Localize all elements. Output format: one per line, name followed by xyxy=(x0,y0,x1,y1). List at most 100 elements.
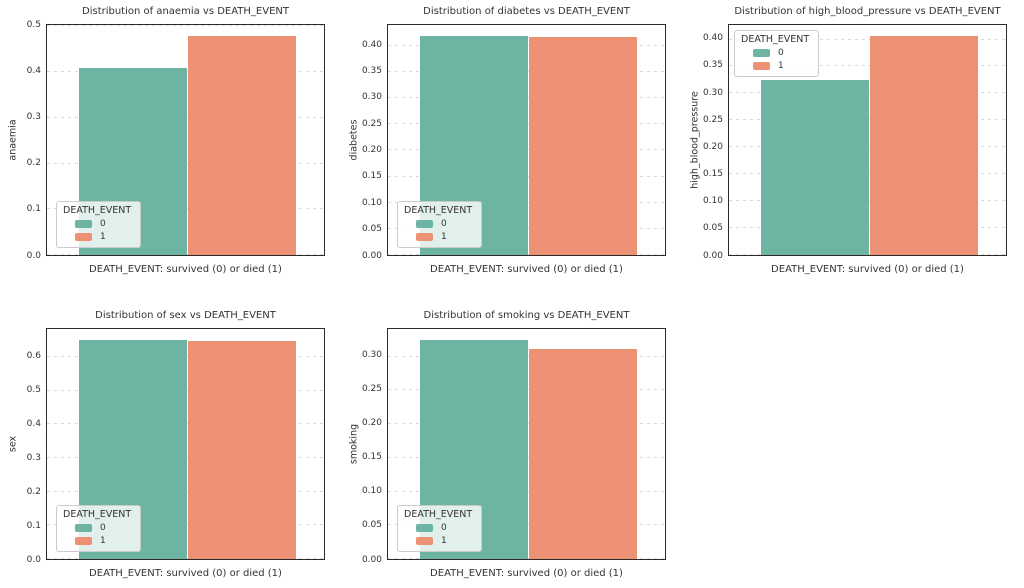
y-tick-label: 0.05 xyxy=(361,520,382,531)
y-axis-label: smoking xyxy=(347,328,361,560)
legend-label: 1 xyxy=(441,536,447,546)
legend-item: 0 xyxy=(416,219,472,229)
legend-swatch xyxy=(416,233,433,241)
y-tick-label: 0.15 xyxy=(702,169,723,179)
legend-label: 1 xyxy=(441,232,447,242)
y-tick-label: 0.30 xyxy=(361,350,382,361)
legend-title: DEATH_EVENT xyxy=(63,205,132,216)
chart-title: Distribution of high_blood_pressure vs D… xyxy=(734,6,1001,17)
y-axis-label-text: sex xyxy=(7,435,19,453)
legend-label: 0 xyxy=(441,523,447,533)
y-tick-label: 0.15 xyxy=(361,171,382,182)
legend-swatch xyxy=(75,537,92,545)
y-tick-label: 0.10 xyxy=(361,486,382,497)
gridline xyxy=(729,38,1006,40)
y-axis-ticks: 0.0 0.1 0.2 0.3 0.4 0.5 xyxy=(20,19,46,260)
legend-swatch xyxy=(416,524,433,532)
chart-panel-high-blood-pressure: Distribution of high_blood_pressure vs D… xyxy=(682,0,1023,294)
y-axis-label: diabetes xyxy=(347,24,361,256)
legend-label: 0 xyxy=(100,523,106,533)
legend-label: 0 xyxy=(441,219,447,229)
y-tick-label: 0.5 xyxy=(26,19,41,30)
y-tick-label: 0.6 xyxy=(26,350,41,361)
y-tick-label: 0.2 xyxy=(26,486,41,497)
chart-title: Distribution of anaemia vs DEATH_EVENT xyxy=(82,6,289,17)
y-tick-label: 0.35 xyxy=(361,65,382,76)
y-axis-label: anaemia xyxy=(6,24,20,256)
y-tick-label: 0.4 xyxy=(26,66,41,76)
legend-swatch xyxy=(416,537,433,545)
y-tick-label: 0.00 xyxy=(361,554,382,565)
x-axis-label: DEATH_EVENT: survived (0) or died (1) xyxy=(430,568,623,579)
y-tick-label: 0.20 xyxy=(361,418,382,429)
bar-death-event-1 xyxy=(188,35,297,255)
y-axis-label-text: smoking xyxy=(348,423,360,465)
y-tick-label: 0.20 xyxy=(702,141,723,152)
legend: DEATH_EVENT 0 1 xyxy=(56,505,142,552)
bar-death-event-1 xyxy=(529,37,638,255)
y-tick-label: 0.20 xyxy=(361,145,382,156)
chart-title: Distribution of smoking vs DEATH_EVENT xyxy=(423,310,630,321)
y-tick-label: 0.10 xyxy=(702,196,723,207)
chart-title: Distribution of sex vs DEATH_EVENT xyxy=(95,310,276,321)
legend-swatch xyxy=(75,524,92,532)
gridline xyxy=(47,25,324,27)
y-axis-label: high_blood_pressure xyxy=(688,24,702,256)
legend: DEATH_EVENT 0 1 xyxy=(56,201,142,248)
legend: DEATH_EVENT 0 1 xyxy=(397,201,483,248)
bar-death-event-1 xyxy=(529,348,638,559)
legend-title: DEATH_EVENT xyxy=(741,34,810,45)
legend-item: 1 xyxy=(416,232,472,242)
legend-item: 1 xyxy=(416,536,472,546)
y-tick-label: 0.05 xyxy=(361,224,382,235)
plot-area: DEATH_EVENT 0 1 xyxy=(46,328,325,560)
legend-item: 0 xyxy=(75,219,131,229)
y-tick-label: 0.35 xyxy=(702,60,723,71)
x-axis-label: DEATH_EVENT: survived (0) or died (1) xyxy=(89,568,282,579)
legend: DEATH_EVENT 0 1 xyxy=(734,30,820,77)
bar-death-event-1 xyxy=(188,341,297,559)
y-tick-label: 0.0 xyxy=(26,250,41,261)
y-tick-label: 0.25 xyxy=(361,118,382,129)
y-axis-label-text: anaemia xyxy=(7,119,19,161)
legend-item: 0 xyxy=(753,48,809,58)
legend-swatch xyxy=(753,62,770,70)
y-axis-ticks: 0.00 0.05 0.10 0.15 0.20 0.25 0.30 xyxy=(361,328,387,564)
y-tick-label: 0.0 xyxy=(26,554,41,565)
y-axis-ticks: 0.00 0.05 0.10 0.15 0.20 0.25 0.30 0.35 0.40 xyxy=(361,24,387,260)
bar-death-event-1 xyxy=(870,36,979,255)
legend-title: DEATH_EVENT xyxy=(63,509,132,520)
y-tick-label: 0.10 xyxy=(361,197,382,208)
y-tick-label: 0.05 xyxy=(702,223,723,234)
y-tick-label: 0.1 xyxy=(26,204,41,215)
empty-cell xyxy=(682,294,1023,588)
y-axis-label: sex xyxy=(6,328,20,560)
y-tick-label: 0.2 xyxy=(26,158,41,169)
x-axis-label: DEATH_EVENT: survived (0) or died (1) xyxy=(771,264,964,275)
plot-area: DEATH_EVENT 0 1 xyxy=(387,328,666,560)
y-tick-label: 0.00 xyxy=(702,250,723,261)
legend-title: DEATH_EVENT xyxy=(404,509,473,520)
legend-label: 0 xyxy=(100,219,106,229)
legend-item: 0 xyxy=(416,523,472,533)
y-tick-label: 0.00 xyxy=(361,250,382,261)
legend-item: 1 xyxy=(75,536,131,546)
y-tick-label: 0.5 xyxy=(26,384,41,395)
x-axis-label: DEATH_EVENT: survived (0) or died (1) xyxy=(89,264,282,275)
y-tick-label: 0.15 xyxy=(361,452,382,463)
chart-panel-diabetes: Distribution of diabetes vs DEATH_EVENT d… xyxy=(341,0,682,294)
plot-area: DEATH_EVENT 0 1 xyxy=(387,24,666,256)
y-tick-label: 0.1 xyxy=(26,520,41,531)
y-tick-label: 0.40 xyxy=(702,33,723,44)
y-tick-label: 0.4 xyxy=(26,418,41,429)
y-tick-label: 0.3 xyxy=(26,112,41,123)
legend-label: 0 xyxy=(778,48,784,58)
bar-death-event-0 xyxy=(760,79,869,255)
gridline xyxy=(729,65,1006,67)
y-tick-label: 0.3 xyxy=(26,452,41,463)
y-axis-ticks: 0.00 0.05 0.10 0.15 0.20 0.25 0.30 0.35 0.40 xyxy=(702,24,728,260)
